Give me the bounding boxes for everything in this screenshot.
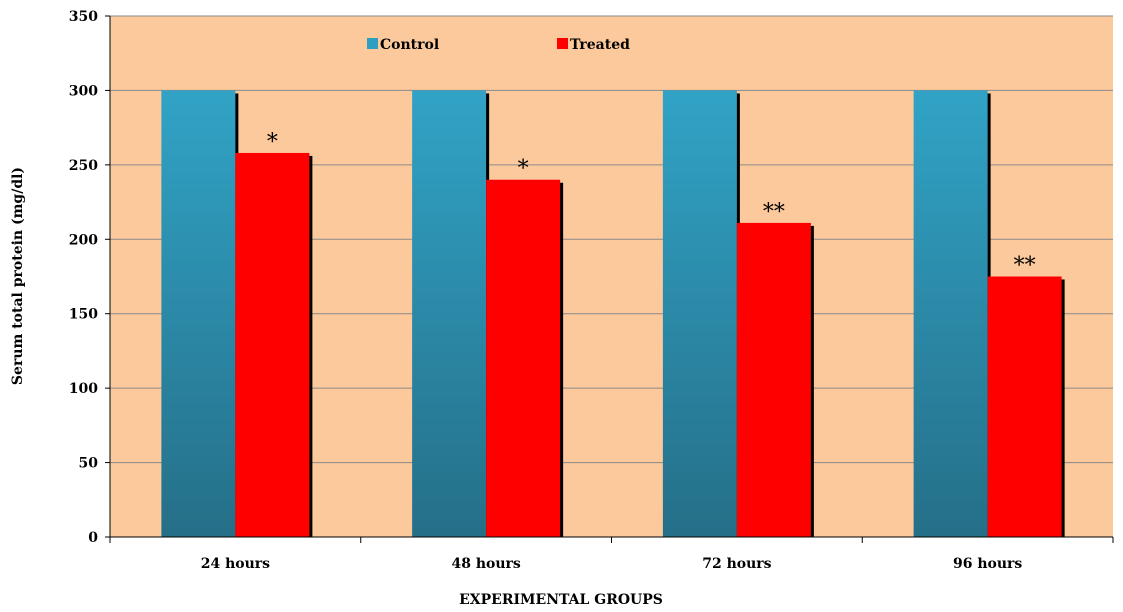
y-axis-title: Serum total protein (mg/dl) (10, 167, 26, 385)
bar-control-48-hours (412, 90, 487, 537)
y-tick-label: 0 (88, 530, 98, 546)
y-tick-label: 300 (69, 83, 98, 99)
legend-label-treated: Treated (570, 37, 630, 53)
bar-control-24-hours (161, 90, 236, 537)
bar-control-72-hours (662, 90, 737, 537)
legend-label-control: Control (380, 37, 439, 53)
bar-treated-48-hours (486, 179, 561, 537)
bar-treated-72-hours (736, 222, 811, 537)
x-axis-title: EXPERIMENTAL GROUPS (459, 592, 663, 608)
legend-swatch-treated (557, 38, 568, 49)
x-tick-label: 24 hours (201, 556, 270, 572)
significance-marker: * (267, 130, 278, 155)
x-tick-label: 48 hours (451, 556, 520, 572)
y-tick-label: 250 (69, 158, 98, 174)
bar-control-96-hours (913, 90, 988, 537)
x-tick-label: 72 hours (702, 556, 771, 572)
axes: 0 50 100 150 200 250 300 350 24 hours 48 hours 72 … (69, 9, 1114, 572)
y-tick-label: 100 (69, 381, 98, 397)
significance-marker: * (518, 157, 529, 182)
x-tick-label: 96 hours (953, 556, 1022, 572)
significance-marker: ** (1014, 254, 1036, 279)
significance-annotations: ****** (267, 130, 1036, 279)
bar-treated-24-hours (235, 152, 310, 537)
bars (161, 90, 1065, 537)
legend-swatch-control (367, 38, 378, 49)
y-tick-label: 350 (69, 9, 98, 25)
legend: Control Treated (367, 37, 630, 53)
y-tick-label: 150 (69, 307, 98, 323)
significance-marker: ** (763, 200, 785, 225)
bar-treated-96-hours (987, 276, 1062, 537)
y-tick-label: 50 (79, 456, 99, 472)
y-tick-label: 200 (69, 232, 98, 248)
